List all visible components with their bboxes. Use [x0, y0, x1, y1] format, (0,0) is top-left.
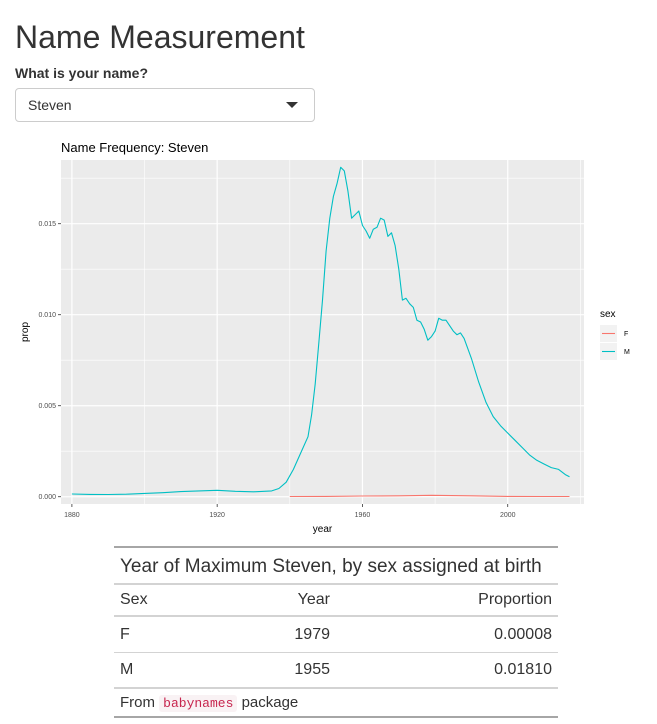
cell-year: 1955	[294, 661, 330, 678]
table-header-row: Sex Year Proportion	[114, 585, 558, 617]
x-tick-label: 1960	[355, 512, 371, 519]
column-header-sex: Sex	[120, 591, 148, 608]
y-tick-label: 0.010	[38, 312, 56, 319]
max-year-table: Year of Maximum Steven, by sex assigned …	[114, 546, 558, 718]
footer-prefix: From	[120, 694, 155, 711]
x-tick-label: 2000	[500, 512, 516, 519]
chart-title: Name Frequency: Steven	[61, 140, 208, 155]
y-tick-label: 0.000	[38, 494, 56, 501]
cell-sex: F	[120, 625, 130, 643]
plot-panel	[61, 160, 584, 504]
chevron-down-icon[interactable]	[286, 102, 298, 108]
legend-label: F	[624, 331, 628, 338]
cell-proportion: 0.00008	[494, 625, 552, 643]
legend-label: M	[624, 349, 630, 356]
name-select[interactable]: Steven	[15, 88, 315, 122]
footer-suffix: package	[241, 694, 299, 711]
table-row: M 1955 0.01810	[114, 653, 558, 689]
table-footer: From babynames package	[114, 689, 558, 716]
cell-year: 1979	[294, 625, 330, 643]
series-line-f	[289, 494, 570, 498]
cell-proportion: 0.01810	[494, 661, 552, 678]
x-tick-label: 1920	[209, 512, 225, 519]
page-title: Name Measurement	[15, 19, 305, 55]
x-axis-title: year	[313, 524, 333, 535]
table-row: F 1979 0.00008	[114, 617, 558, 653]
column-header-year: Year	[297, 591, 330, 608]
legend-title: sex	[600, 309, 616, 320]
name-select-value: Steven	[28, 97, 72, 113]
footer-package-code: babynames	[159, 695, 238, 712]
y-tick-label: 0.015	[38, 221, 56, 228]
x-tick-label: 1880	[64, 512, 80, 519]
series-line-m	[71, 166, 570, 496]
cell-sex: M	[120, 661, 134, 678]
table-title: Year of Maximum Steven, by sex assigned …	[114, 548, 558, 585]
y-tick-label: 0.005	[38, 403, 56, 410]
name-frequency-chart: Name Frequency: Steven 1880 1920 1960 2000 0.…	[20, 140, 630, 535]
name-select-label: What is your name?	[15, 65, 149, 81]
column-header-proportion: Proportion	[478, 591, 552, 608]
y-axis-title: prop	[20, 322, 31, 342]
